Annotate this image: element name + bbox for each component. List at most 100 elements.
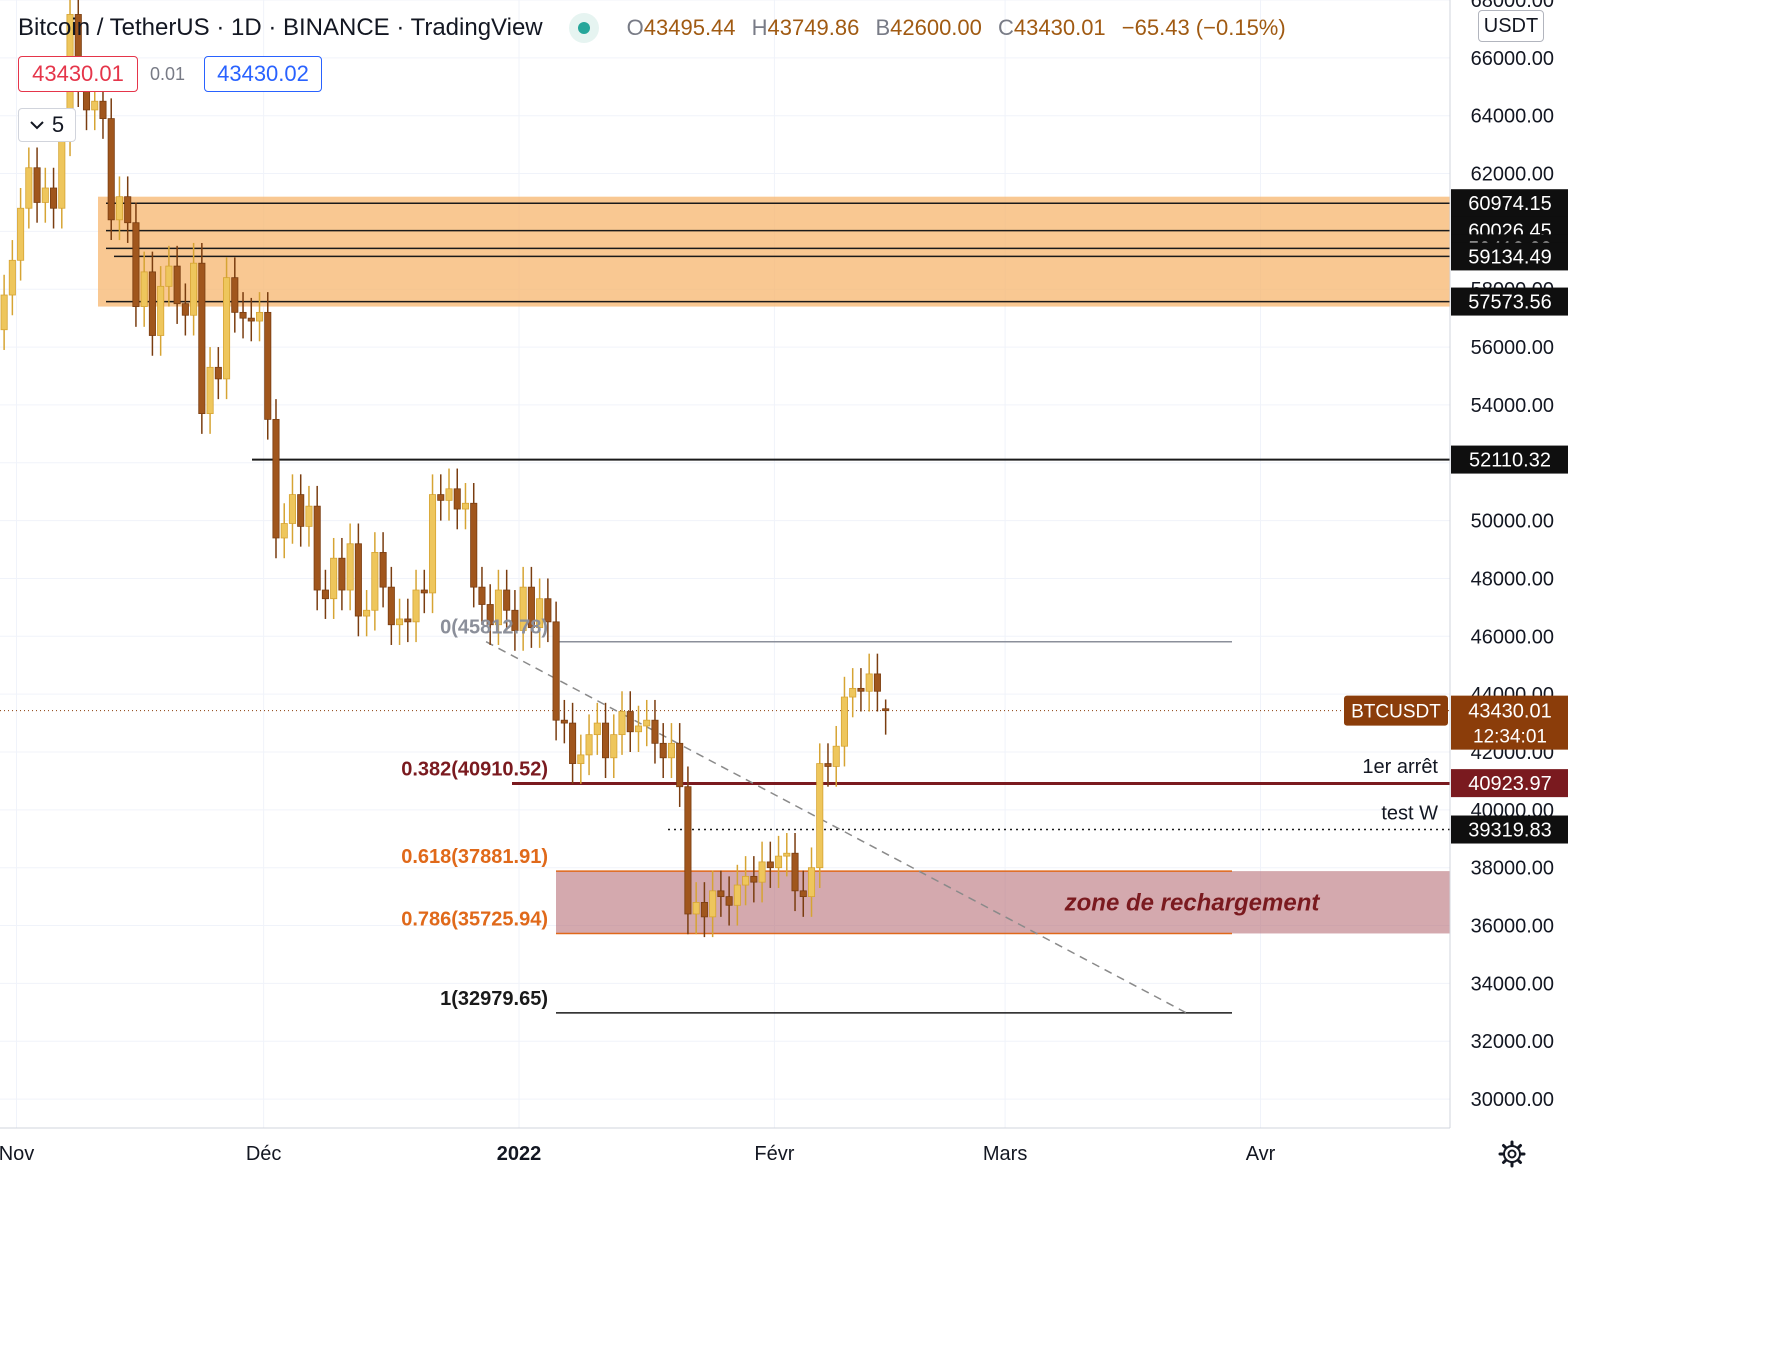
candle-up [288,494,297,524]
symbol-tag-bg [1344,695,1448,726]
fib-level-label: 0.618(37881.91) [401,846,548,868]
open-value: 43495.44 [643,15,736,40]
candle-down [676,742,684,788]
stop-level-tag-bg [1451,769,1568,798]
candle-down [602,722,610,759]
candle-down [404,618,412,623]
time-tick-label: Déc [246,1143,282,1165]
stop-level-label: 1er arrêt [1362,756,1438,778]
test-level-tag: 39319.83 [1468,820,1551,842]
currency-selector[interactable]: USDT [1478,10,1544,42]
candle-down [717,890,725,898]
candle-up [0,294,8,331]
fib-level-label: 0.382(40910.52) [401,759,548,781]
candle-up [865,673,873,692]
price-tick-label: 64000.00 [1471,106,1554,128]
candle-up [91,100,99,111]
candle-up [667,742,675,759]
price-tick-label: 46000.00 [1471,626,1554,648]
candle-up [255,311,264,322]
candle-up [758,861,766,883]
buy-button[interactable]: 43430.02 [204,56,322,92]
countdown-tag: 12:34:01 [1473,727,1547,748]
candle-down [321,589,329,600]
resistance-zone [98,196,1450,307]
candle-up [807,867,816,898]
price-tick-label: 66000.00 [1471,48,1554,70]
candle-up [643,719,651,727]
price-tick-label: 56000.00 [1471,337,1554,359]
candle-down [297,494,305,527]
candle-down [173,265,181,305]
current-price-tag-bg [1451,695,1568,750]
open-label: O [626,15,644,40]
candle-up [428,494,437,594]
candle-down [338,557,346,591]
chart-lines [0,202,1450,1014]
price-tick-label: 68000.00 [1471,0,1554,12]
candle-up [346,543,354,591]
fib-level-label: 1(32979.65) [440,988,548,1010]
candle-up [280,523,288,539]
candle-down [659,742,667,759]
zone-level-tag: 57573.56 [1468,292,1551,314]
settings-button[interactable] [1494,1136,1530,1172]
candle-up [610,734,618,759]
reload-zone-label: zone de rechargement [1064,889,1321,916]
test-w-label: test W [1381,803,1438,825]
candle-down [766,861,774,869]
candle-up [330,557,338,600]
candle-down [99,100,107,119]
candle-down [544,598,552,623]
time-tick-label: Nov [0,1143,34,1165]
live-dot-icon [568,13,599,43]
candle-down [750,875,758,883]
candle-down [214,366,222,380]
chart-grid [0,0,1450,1128]
candle-up [709,890,717,918]
low-label: B [875,15,891,40]
spread-value: 0.01 [150,63,186,84]
candle-down [239,311,247,319]
price-tick-label: 62000.00 [1471,164,1554,186]
zone-level-tag-bg [1451,287,1568,316]
sell-button[interactable]: 43430.01 [18,56,138,92]
candle-down [478,586,486,605]
zone-level-tag: 60974.15 [1468,193,1551,215]
fib-level-label: 0(45812.78) [440,617,548,639]
candle-down [272,418,280,539]
candle-up [140,271,148,307]
fib-level-label: 0.786(35725.94) [401,908,548,930]
candle-up [165,265,173,287]
high-value: 43749.86 [767,15,860,40]
stop-level-tag: 40923.97 [1468,773,1551,795]
candle-down [231,277,239,313]
candle-down [882,708,890,712]
candle-up [305,505,313,527]
symbol-title[interactable]: Bitcoin / TetherUS · 1D · BINANCE · Trad… [18,14,543,41]
candle-down [124,196,132,224]
candle-up [634,725,643,733]
candle-up [115,196,123,221]
time-axis: Nov Déc 2022 Févr Mars Avr [0,1127,1450,1165]
candlestick-series [0,0,890,938]
candle-up [190,262,198,316]
candle-down [354,543,362,617]
symbol-tag: BTCUSDT [1351,702,1441,723]
chart-annotations: 0(45812.78) 0.382(40910.52) 0.618(37881.91… [401,617,1448,1010]
collapse-indicators-button[interactable]: 5 [18,108,76,142]
candle-down [700,902,708,918]
candle-down [486,604,494,626]
high-label: H [751,15,768,40]
candle-down [725,896,733,906]
candle-down [313,505,321,591]
candle-down [50,187,58,209]
candle-up [396,618,404,626]
candle-down [181,303,189,316]
candle-down [684,786,692,915]
candle-down [264,311,272,420]
price-tick-label: 54000.00 [1471,395,1554,417]
price-chart[interactable]: zone de rechargement 0(45812.78) 0.382(40… [0,0,1568,1181]
candle-down [791,852,799,892]
candle-down [857,687,865,692]
